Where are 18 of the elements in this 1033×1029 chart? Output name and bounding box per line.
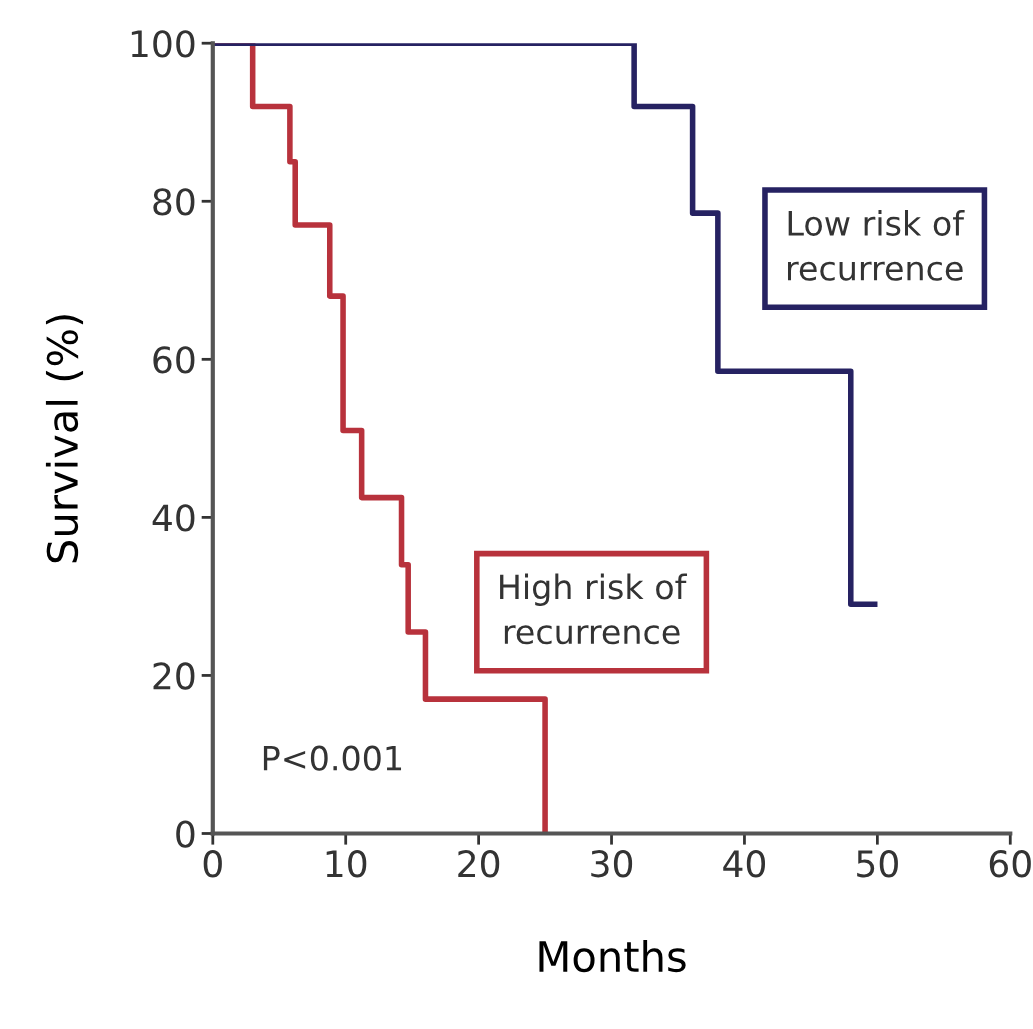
y-tick-label: 0 xyxy=(176,820,195,848)
y-tick-label: 40 xyxy=(152,504,195,532)
x-tick-label: 50 xyxy=(857,850,898,878)
text: Low risk of recurrence xyxy=(788,210,965,281)
x-tick-label: 20 xyxy=(458,850,500,878)
x-tick-label: 0 xyxy=(203,850,222,878)
x-axis-title: Months xyxy=(539,939,686,973)
y-tick-label: 100 xyxy=(131,30,195,58)
y-axis-title: Survival (%) xyxy=(45,315,84,563)
annotation: P<0.001 xyxy=(263,745,402,771)
x-tick-label: 60 xyxy=(989,850,1031,878)
x-tick-label: 40 xyxy=(723,850,766,878)
series-label: High risk of recurrence xyxy=(500,573,688,645)
y-tick-label: 80 xyxy=(153,188,195,216)
y-tick-label: 20 xyxy=(153,662,195,690)
y-tick-label: 60 xyxy=(153,346,195,374)
x-tick-label: 30 xyxy=(591,850,633,878)
x-tick-label: 10 xyxy=(326,850,367,878)
